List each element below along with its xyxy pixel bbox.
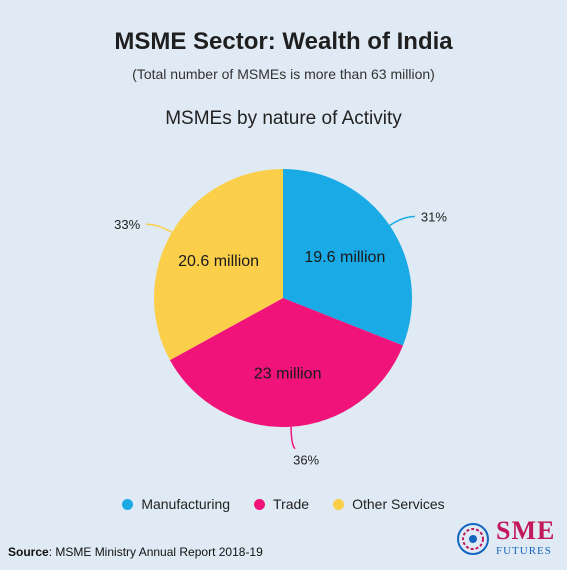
logo-circle-icon xyxy=(457,523,489,555)
legend-swatch-trade xyxy=(254,498,266,510)
page-subtitle: (Total number of MSMEs is more than 63 m… xyxy=(132,66,435,82)
legend-label-trade: Trade xyxy=(273,496,310,512)
logo-text-sme: SME xyxy=(496,516,556,545)
page-title: MSME Sector: Wealth of India xyxy=(114,28,453,55)
source-label: Source xyxy=(8,545,49,559)
logo-text-futures: FUTURES xyxy=(496,545,552,557)
chart-legend: Manufacturing Trade Other Services xyxy=(0,496,567,512)
source-note: Source: MSME Ministry Annual Report 2018… xyxy=(8,545,263,559)
sme-futures-logo: SME FUTURES xyxy=(456,518,561,562)
leader-line-manufacturing xyxy=(389,215,415,227)
legend-item-manufacturing: Manufacturing xyxy=(122,496,230,512)
legend-item-other-services: Other Services xyxy=(333,496,445,512)
pie-slice-trade xyxy=(169,298,403,427)
value-label-manufacturing: 19.6 million xyxy=(304,249,385,266)
pie-chart: 19.6 million 31% 23 million 36% 20.6 million… xyxy=(114,169,447,468)
legend-label-manufacturing: Manufacturing xyxy=(141,496,231,512)
legend-swatch-manufacturing xyxy=(122,498,134,510)
value-label-trade: 23 million xyxy=(254,366,322,383)
percent-label-trade: 36% xyxy=(293,453,319,468)
leader-line-other-services xyxy=(146,223,173,233)
legend-item-trade: Trade xyxy=(254,496,309,512)
pie-slice-other-services xyxy=(154,169,283,361)
pie-slice-manufacturing xyxy=(283,169,412,346)
percent-label-manufacturing: 31% xyxy=(421,209,447,224)
chart-title: MSMEs by nature of Activity xyxy=(165,108,402,129)
percent-label-other-services: 33% xyxy=(114,217,140,232)
legend-label-other-services: Other Services xyxy=(352,496,445,512)
legend-swatch-other-services xyxy=(333,498,345,510)
value-label-other-services: 20.6 million xyxy=(178,253,259,270)
source-text: : MSME Ministry Annual Report 2018-19 xyxy=(48,545,263,559)
leader-line-trade xyxy=(290,426,296,450)
